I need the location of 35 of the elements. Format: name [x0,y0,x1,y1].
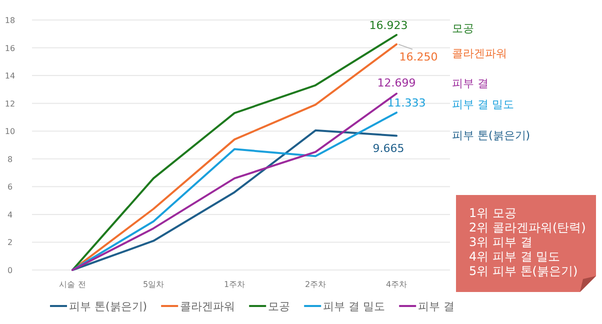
text: 2위 콜라겐파워(탄력) [469,220,586,234]
text: 4위 피부 결 밀도 [469,250,560,264]
data-label: 16.923 [369,18,408,32]
x-tick-label: 시술 전 [59,280,86,289]
y-tick-label: 12 [4,99,16,108]
text: 피부 결 밀도 [452,98,514,111]
y-tick-label: 2 [7,238,13,248]
legend-label: 피부 톤(붉은기) [69,300,148,313]
y-tick-label: 0 [7,266,13,275]
y-tick-label: 4 [7,210,13,220]
text: 3위 피부 결 [469,235,532,249]
y-tick-label: 14 [4,72,16,81]
data-label: 9.665 [372,142,404,155]
y-tick-label: 8 [7,154,13,164]
text: 모공 [452,22,474,35]
x-tick-label: 2주차 [304,280,326,289]
data-label: 16.250 [399,50,438,64]
data-label: 12.699 [377,76,416,90]
data-label: 11.333 [387,96,426,110]
y-tick-label: 16 [4,44,16,53]
text: 5위 피부 톤(붉은기) [469,264,578,278]
x-tick-label: 5일차 [142,280,164,289]
text: 콜라겐파워 [452,47,507,60]
text: 피부 결 [452,77,488,90]
x-tick-label: 4주차 [386,280,408,289]
legend-label: 피부 결 밀도 [323,300,386,313]
y-tick-label: 6 [7,182,13,192]
legend-label: 피부 결 [418,300,455,313]
text: 1위 모공 [469,206,516,220]
y-tick-label: 18 [4,16,16,25]
legend-label: 콜라겐파워 [180,300,236,313]
text: 피부 톤(붉은기) [452,129,530,142]
x-tick-label: 1주차 [224,280,246,289]
legend-label: 모공 [268,300,290,313]
y-tick-label: 10 [4,127,16,136]
